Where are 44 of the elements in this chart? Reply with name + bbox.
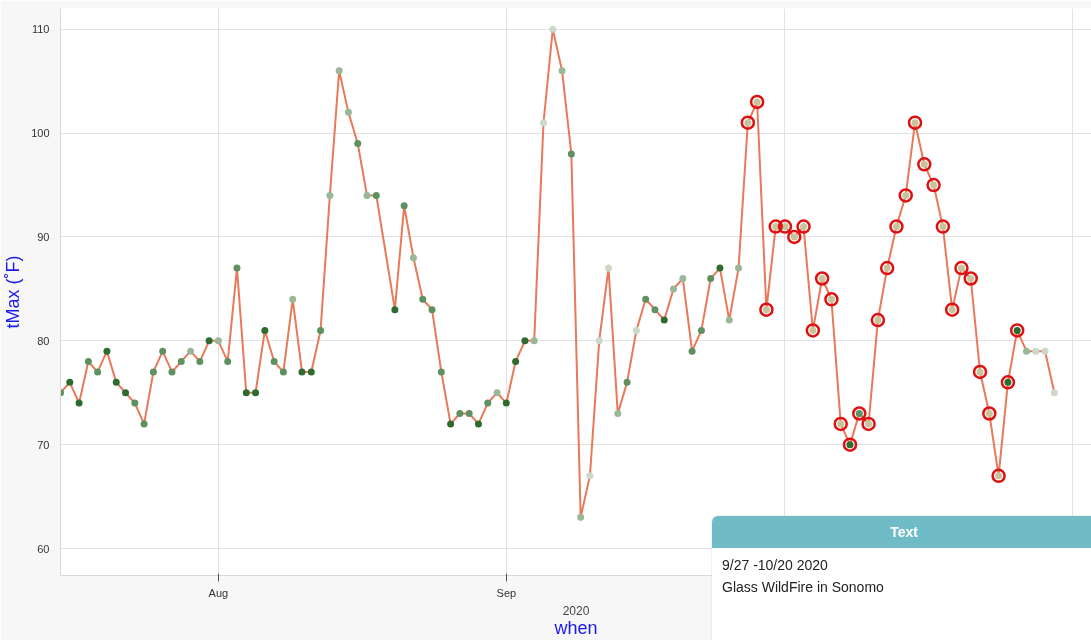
point bbox=[759, 302, 774, 317]
y-tick-label: 60 bbox=[37, 542, 50, 555]
point bbox=[879, 260, 895, 276]
point bbox=[991, 468, 1006, 484]
point bbox=[796, 219, 811, 234]
point bbox=[935, 219, 951, 234]
point bbox=[870, 312, 886, 328]
x-tick-label: Aug bbox=[208, 586, 229, 599]
point bbox=[852, 406, 867, 421]
point bbox=[898, 188, 913, 203]
point bbox=[889, 219, 904, 234]
y-axis-title: tMax (˚F) bbox=[3, 255, 24, 329]
y-tick-label: 100 bbox=[31, 127, 50, 140]
point bbox=[917, 157, 932, 172]
point bbox=[954, 260, 969, 276]
point bbox=[944, 302, 960, 317]
point bbox=[777, 219, 793, 234]
note-card: Text bbox=[712, 516, 1091, 548]
y-tick-label: 80 bbox=[37, 334, 50, 347]
point bbox=[1000, 375, 1016, 390]
point bbox=[824, 292, 839, 307]
point bbox=[842, 437, 858, 452]
point bbox=[768, 219, 783, 234]
x-tick-label: Sep bbox=[496, 586, 517, 599]
point bbox=[814, 271, 830, 286]
point bbox=[740, 115, 756, 130]
note-card: Text 9/27 -10/20 2020 Glass WildFire in Sonomo bbox=[712, 516, 1091, 640]
y-tick-label: 110 bbox=[31, 23, 50, 36]
x-axis-title: when bbox=[553, 617, 598, 638]
text: 2020 bbox=[562, 603, 590, 618]
point bbox=[907, 115, 923, 130]
point bbox=[972, 364, 988, 380]
point bbox=[1009, 323, 1025, 338]
y-tick-label: 90 bbox=[37, 230, 50, 243]
point bbox=[833, 416, 848, 432]
point bbox=[963, 271, 978, 286]
y-tick-label: 70 bbox=[37, 438, 50, 451]
point bbox=[787, 229, 802, 245]
point bbox=[861, 416, 876, 432]
annotation: 9/27 -10/20 2020 bbox=[721, 556, 829, 575]
point bbox=[749, 94, 765, 110]
point bbox=[982, 406, 997, 421]
point bbox=[805, 323, 821, 338]
point bbox=[926, 177, 941, 193]
